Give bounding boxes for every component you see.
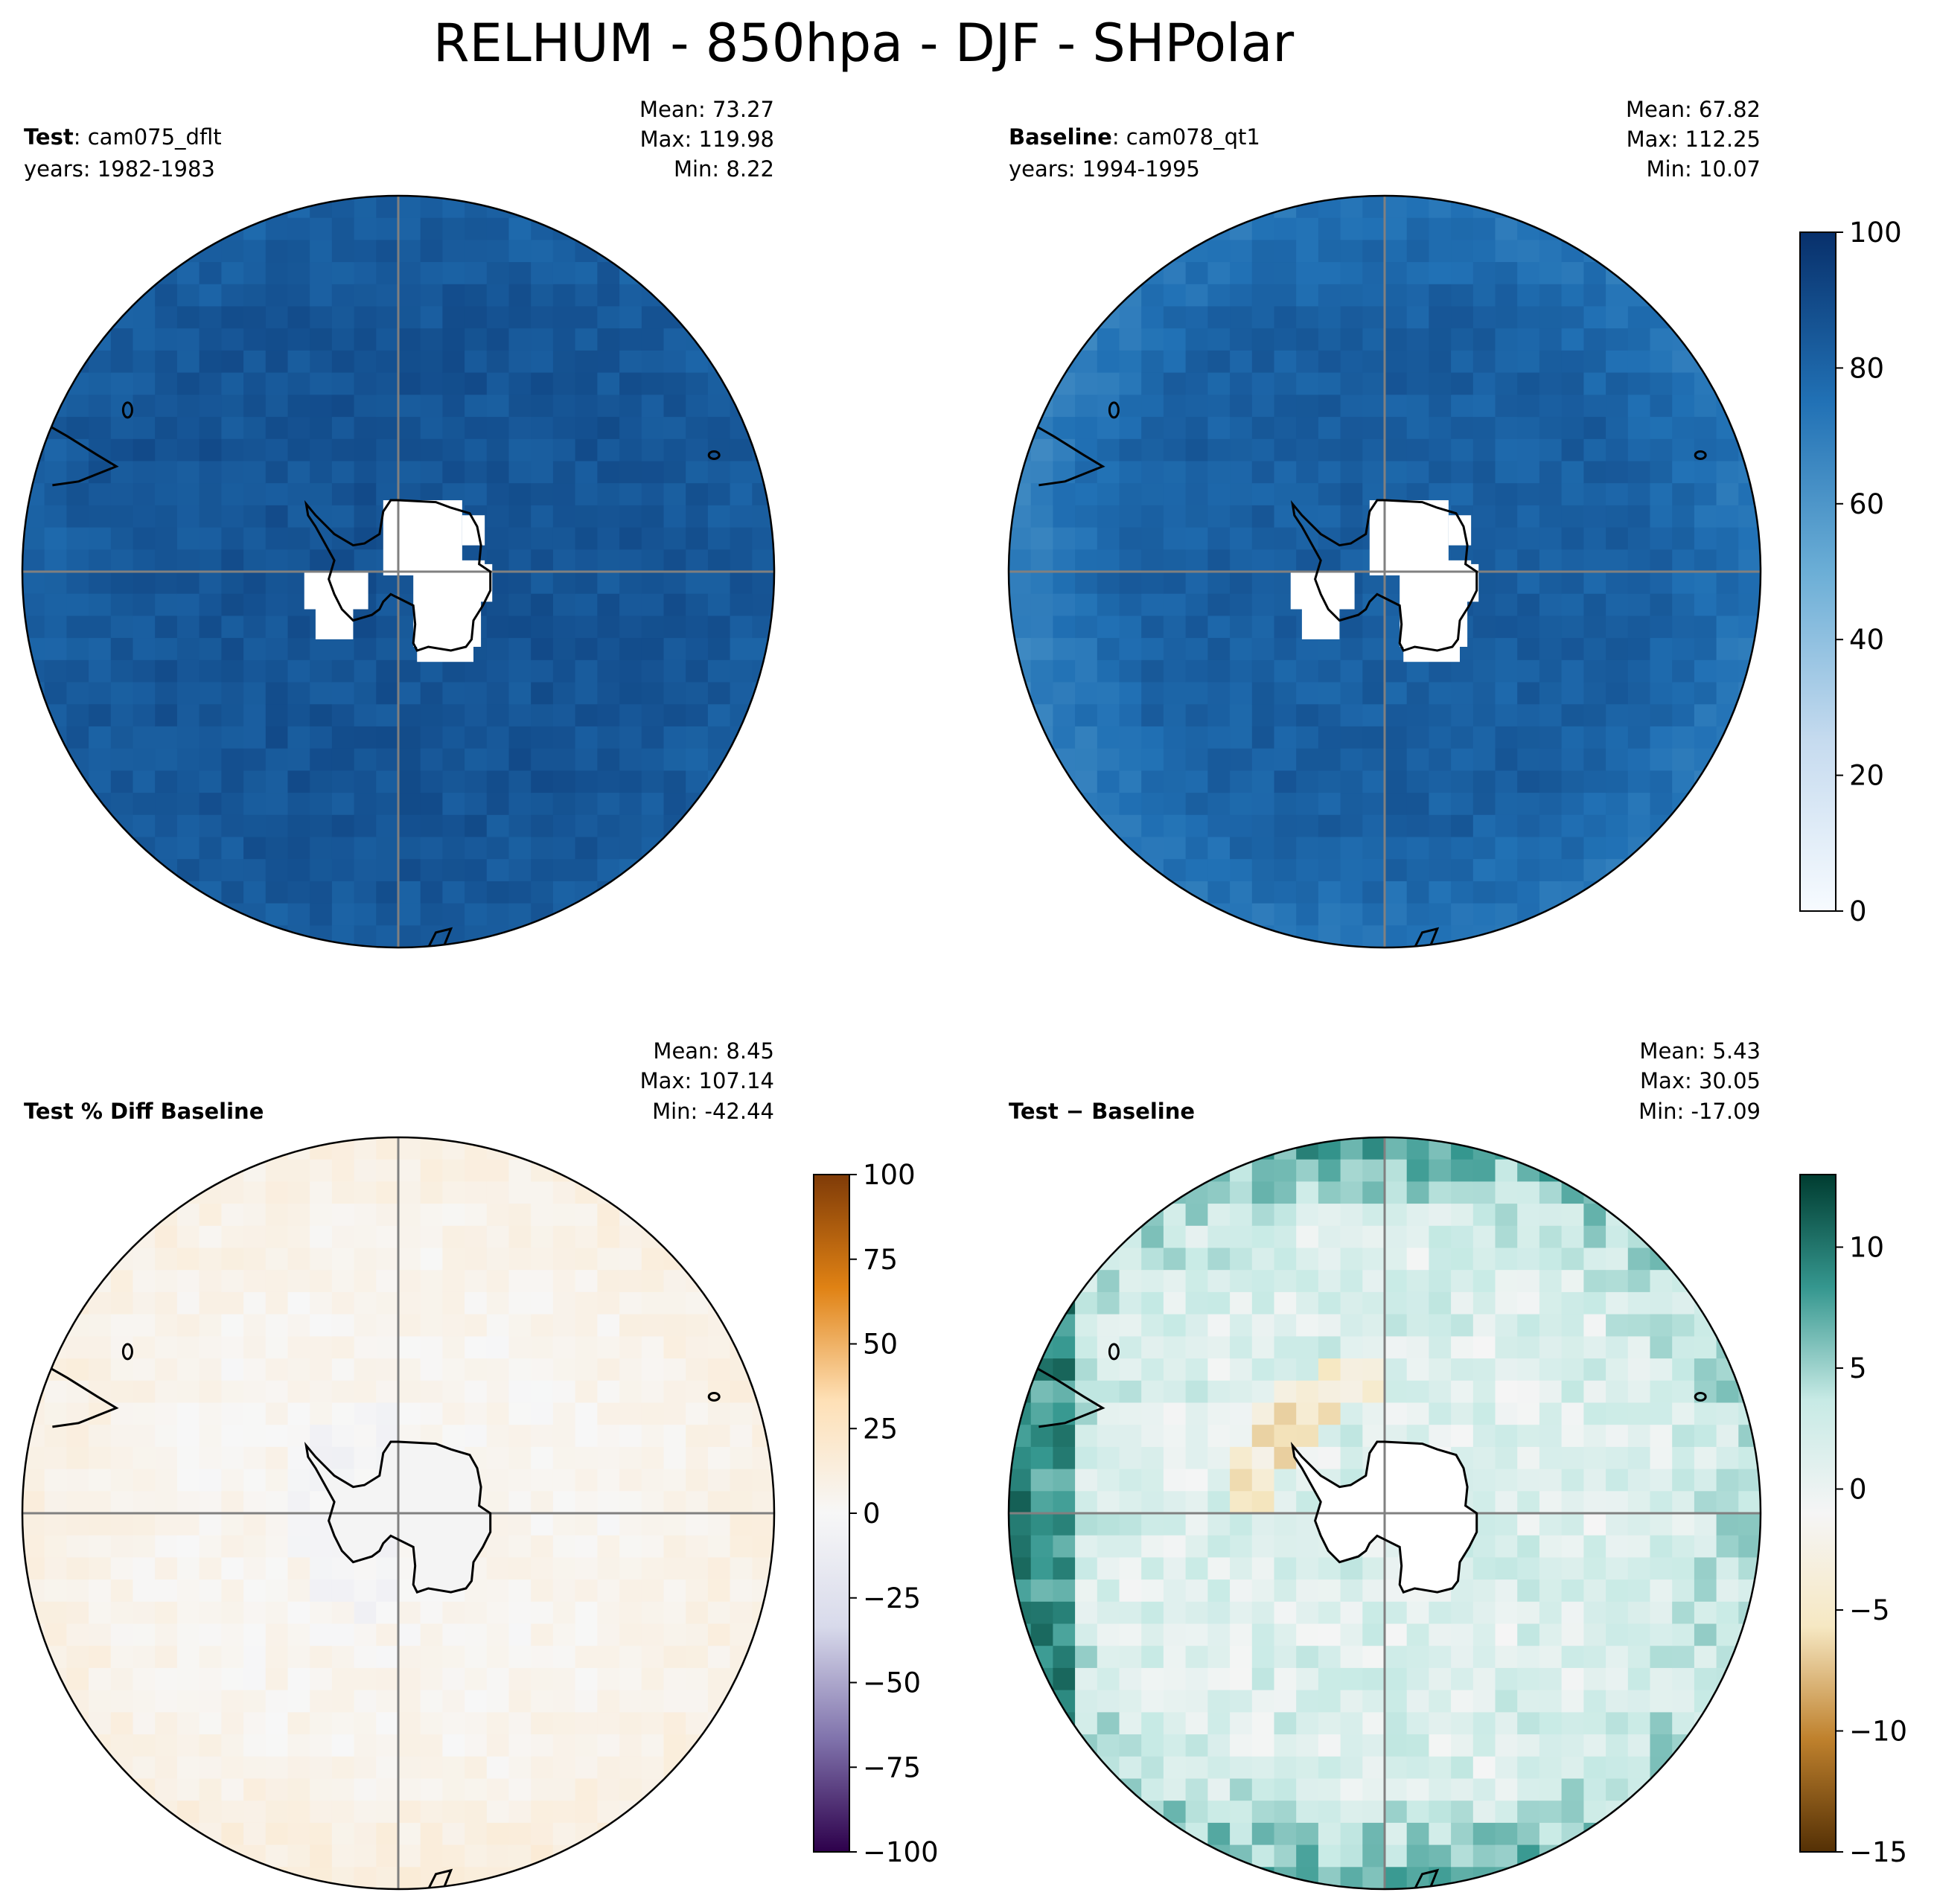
panel-diff-min: Min: -17.09	[1638, 1099, 1761, 1124]
panel-test-max: Max: 119.98	[640, 127, 774, 152]
svg-text:Test − Baseline: Test − Baseline	[1009, 1099, 1195, 1124]
panel-baseline-years: years: 1994-1995	[1009, 156, 1200, 182]
colorbar-tick-label: 20	[1849, 760, 1884, 792]
panel-diff-mean: Mean: 5.43	[1639, 1038, 1761, 1064]
svg-text:Baseline: cam078_qt1: Baseline: cam078_qt1	[1009, 124, 1260, 150]
panel-baseline-min: Min: 10.07	[1647, 156, 1761, 182]
panel-baseline-case: : cam078_qt1	[1112, 124, 1260, 150]
panel-diff-rest: − Baseline	[1059, 1099, 1195, 1124]
svg-text:Test % Diff Baseline: Test % Diff Baseline	[24, 1099, 264, 1124]
panel-diff: Test − Baseline Mean: 5.43 Max: 30.05 Mi…	[1007, 1038, 1762, 1891]
panel-pct-diff-mean: Mean: 8.45	[653, 1038, 774, 1064]
colorbar-diff: −15 −10 −5 0 5 10	[1799, 1174, 1907, 1868]
colorbar-tick-label: −50	[863, 1667, 921, 1699]
panel-test: Test: cam075_dflt years: 1982-1983 Mean:…	[21, 97, 776, 949]
colorbar-absolute: 0 20 40 60 80 100	[1799, 217, 1902, 927]
colorbar-tick-label: 60	[1849, 488, 1884, 520]
polar-map-diff	[1007, 1136, 1762, 1891]
panel-baseline-max: Max: 112.25	[1627, 127, 1761, 152]
colorbar-tick-label: 0	[1849, 895, 1867, 927]
polar-map-test	[21, 194, 776, 949]
colorbar-tick-label: 100	[863, 1159, 916, 1191]
panel-baseline: Baseline: cam078_qt1 years: 1994-1995 Me…	[1007, 97, 1762, 949]
polar-map-baseline	[1007, 194, 1762, 949]
panel-pct-diff-min: Min: -42.44	[652, 1099, 774, 1124]
colorbar-tick-label: −100	[863, 1836, 939, 1868]
colorbar-tick-label: 100	[1849, 217, 1902, 249]
colorbar-tick-label: −15	[1849, 1836, 1907, 1868]
figure-title: RELHUM - 850hpa - DJF - SHPolar	[433, 13, 1294, 74]
colorbar-tick-label: 0	[863, 1498, 881, 1530]
colorbar-tick-label: 10	[1849, 1232, 1884, 1264]
colorbar-tick-label: 5	[1849, 1352, 1867, 1384]
colorbar-tick-label: −75	[863, 1751, 921, 1783]
panel-test-case: : cam075_dflt	[74, 124, 222, 150]
panel-baseline-label: Baseline	[1009, 124, 1112, 150]
colorbar-pct-diff: −100 −75 −50 −25 0 25 50 75 100	[813, 1159, 939, 1868]
panel-test-min: Min: 8.22	[674, 156, 774, 182]
colorbar-tick-label: 75	[863, 1244, 898, 1276]
panel-diff-max: Max: 30.05	[1640, 1068, 1761, 1093]
panel-test-years: years: 1982-1983	[24, 156, 215, 182]
colorbar-tick-label: 80	[1849, 352, 1884, 384]
colorbar-tick-label: 50	[863, 1329, 898, 1361]
colorbar-tick-label: 40	[1849, 624, 1884, 656]
colorbar-tick-label: −10	[1849, 1716, 1907, 1748]
panel-pct-diff-max: Max: 107.14	[640, 1068, 774, 1093]
panel-test-mean: Mean: 73.27	[639, 97, 774, 122]
panel-pct-diff-label: Test % Diff Baseline	[24, 1099, 264, 1124]
colorbar-tick-label: 0	[1849, 1474, 1867, 1506]
colorbar-tick-label: 25	[863, 1413, 898, 1445]
colorbar-tick-label: −25	[863, 1582, 921, 1614]
svg-text:Test: cam075_dflt: Test: cam075_dflt	[24, 124, 222, 150]
panel-baseline-mean: Mean: 67.82	[1626, 97, 1761, 122]
panel-diff-label: Test	[1009, 1099, 1059, 1124]
colorbar-tick-label: −5	[1849, 1594, 1890, 1626]
panel-pct-diff: Test % Diff Baseline Mean: 8.45 Max: 107…	[21, 1038, 776, 1891]
polar-map-pct-diff	[21, 1136, 776, 1891]
panel-test-label: Test	[24, 124, 74, 150]
